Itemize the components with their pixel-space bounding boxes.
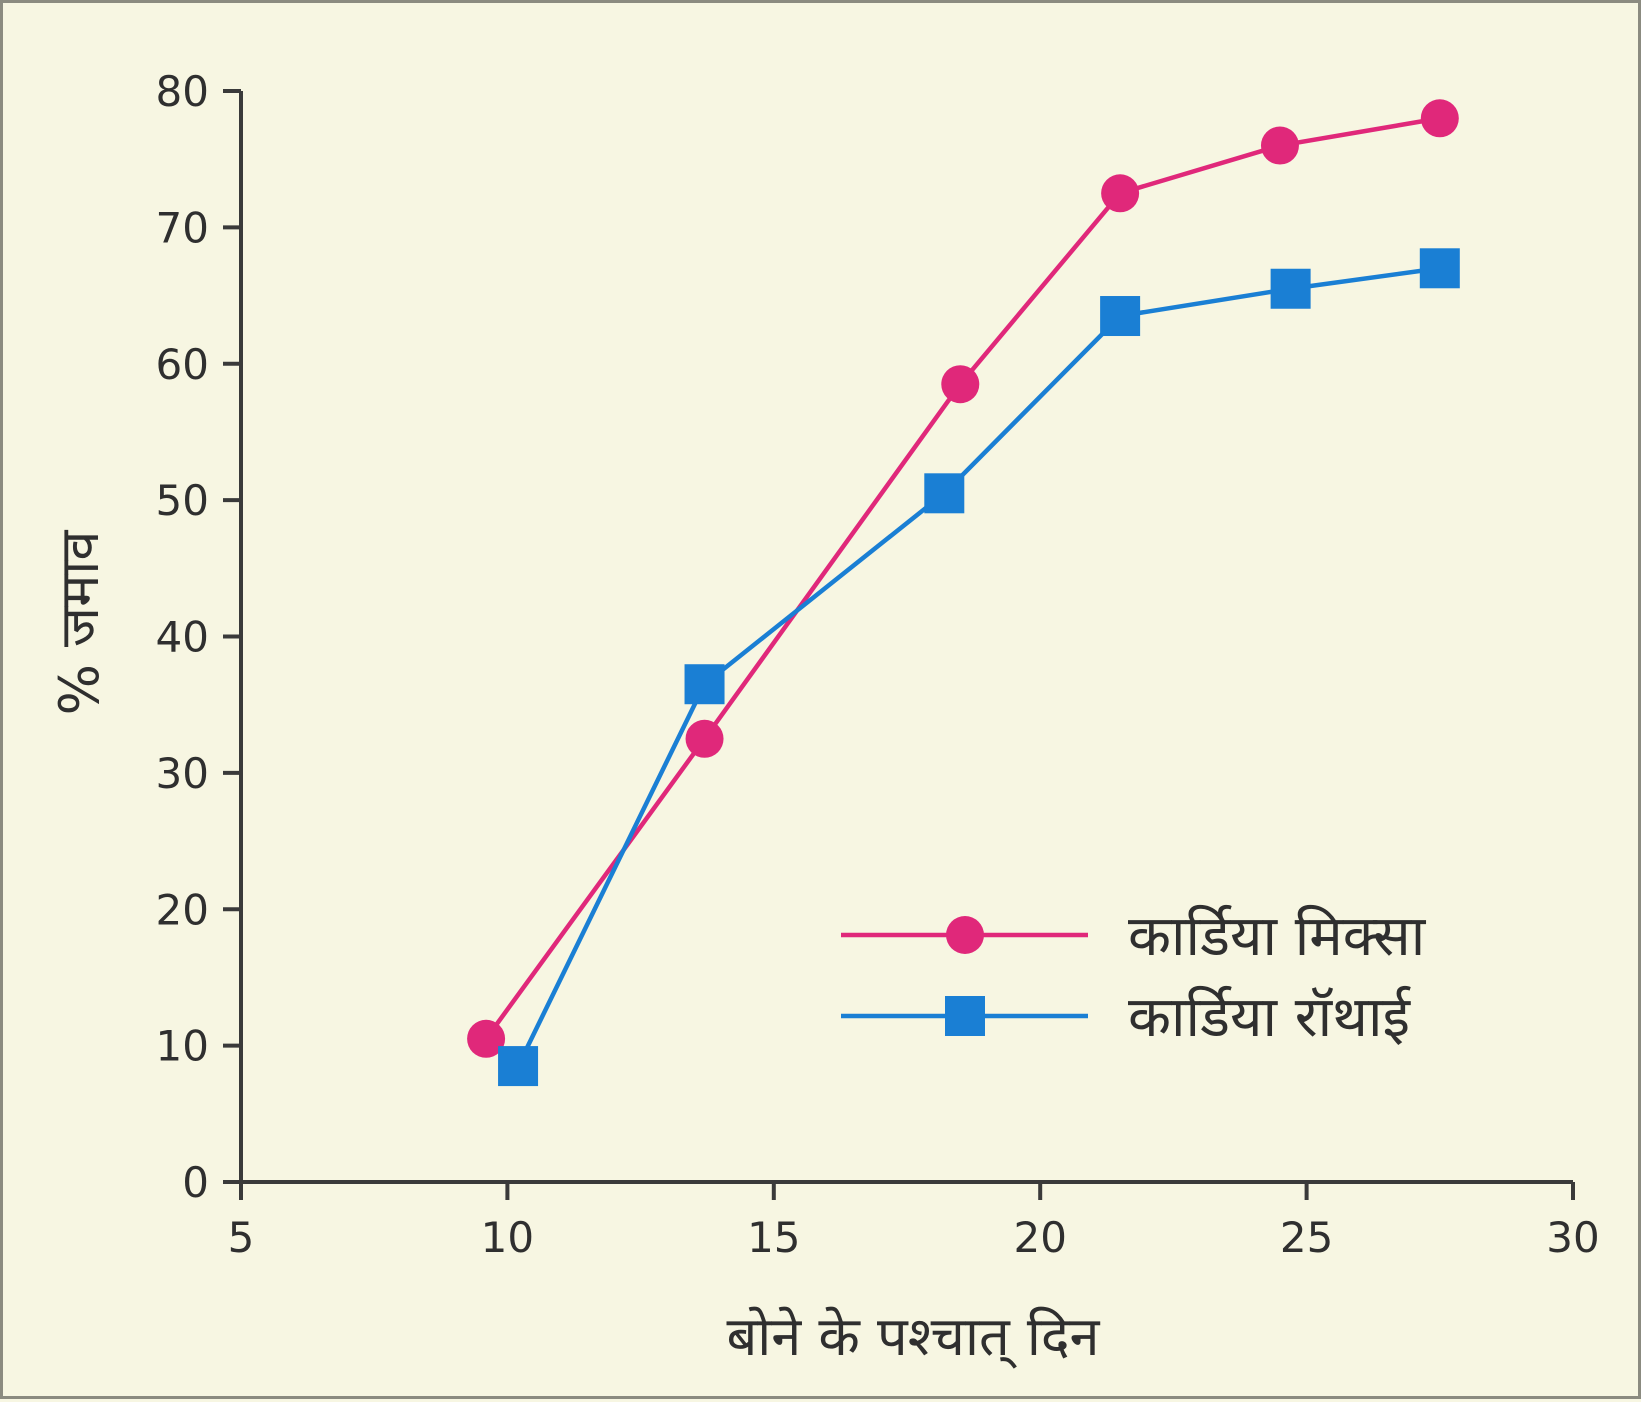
series-2: [498, 248, 1460, 1087]
line-chart: 0 10 20 30 40 50 60 70 80 5 10 15 20 25 30 कार्डिया मि…: [48, 67, 1600, 1369]
data-point-circle: [941, 365, 980, 404]
y-axis-title: % जमाव: [48, 530, 111, 716]
data-point-circle: [1101, 174, 1140, 213]
legend-marker-circle: [946, 916, 984, 954]
x-tick-label: 30: [1546, 1213, 1599, 1262]
y-tick-label: 10: [156, 1022, 209, 1071]
y-tick-label: 60: [156, 340, 209, 389]
x-tick-label: 5: [228, 1213, 255, 1262]
x-tick-label: 25: [1280, 1213, 1333, 1262]
legend-item: कार्डिया मिक्सा: [841, 904, 1427, 969]
data-point-square: [684, 664, 725, 705]
legend-item: कार्डिया रॉथाई: [841, 985, 1411, 1050]
y-tick-label: 80: [156, 67, 209, 116]
y-tick-label: 40: [156, 613, 209, 662]
y-tick-label: 50: [156, 476, 209, 525]
y-tick-label: 30: [156, 749, 209, 798]
y-tick-label: 20: [156, 885, 209, 934]
series-layer: [467, 99, 1460, 1087]
data-point-circle: [1420, 99, 1459, 138]
x-tick-label: 10: [481, 1213, 534, 1262]
y-tick-label: 70: [156, 203, 209, 252]
legend: कार्डिया मिक्सा कार्डिया रॉथाई: [841, 904, 1427, 1050]
data-point-circle: [467, 1019, 506, 1058]
axes: 0 10 20 30 40 50 60 70 80 5 10 15 20 25 30: [156, 67, 1600, 1262]
data-point-square: [1419, 248, 1460, 289]
x-tick-label: 20: [1013, 1213, 1066, 1262]
y-tick-label: 0: [182, 1158, 209, 1207]
x-tick-label: 15: [747, 1213, 800, 1262]
data-point-square: [498, 1046, 539, 1087]
legend-label: कार्डिया रॉथाई: [1128, 985, 1411, 1050]
x-axis-title: बोने के पश्चात् दिन: [726, 1305, 1100, 1369]
legend-label: कार्डिया मिक्सा: [1128, 904, 1427, 969]
data-point-circle: [685, 719, 724, 758]
data-point-square: [1270, 268, 1311, 309]
data-point-square: [1100, 296, 1141, 337]
series-line: [484, 116, 1441, 1041]
data-point-square: [924, 473, 965, 514]
legend-marker-square: [945, 996, 985, 1036]
data-point-circle: [1260, 126, 1299, 165]
series-1: [467, 99, 1459, 1058]
series-line: [516, 266, 1441, 1068]
